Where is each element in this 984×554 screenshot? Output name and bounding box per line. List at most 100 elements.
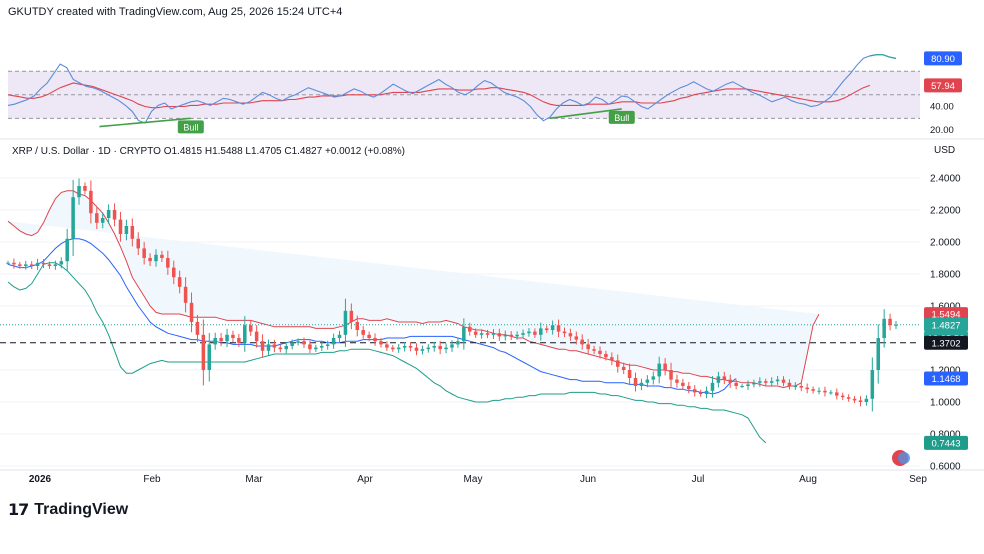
bull-divergence-line [549,108,622,120]
candle [763,381,768,383]
candle [361,330,365,335]
candle [550,325,555,330]
candle [888,318,892,326]
tradingview-logo[interactable]: 17 TradingView [8,500,128,519]
candle [698,392,703,394]
candle [438,346,442,350]
bull-label [177,120,204,134]
candle [106,210,111,218]
candle [12,262,16,265]
rsi-tick-label: 20.00 [930,125,954,136]
rsi-ma-line [7,82,871,109]
candle [213,338,217,345]
candle [177,277,182,287]
candle [391,347,395,350]
price-tick-label: 1.6000 [930,302,961,313]
candle [716,376,721,383]
candle [355,322,360,330]
candle [615,360,620,367]
candle [894,324,898,326]
chart-header: GKUTDY created with TradingView.com, Aug… [8,6,343,18]
candle [219,338,223,342]
candle [479,333,484,335]
candle [805,387,809,390]
candle [503,334,508,337]
price-tick-label: 2.2000 [930,206,961,217]
price-tick-label: 1.0000 [930,398,961,409]
candle [456,341,460,345]
candle [290,342,294,346]
candle [18,264,22,266]
tradingview-logo-icon: 17 [8,500,29,519]
candle [568,333,573,337]
price-tag-text: 1.1468 [931,374,960,385]
candle [574,336,579,340]
currency-label[interactable]: USD [934,145,956,156]
candle [296,341,300,343]
candle [473,331,478,335]
candle [426,347,431,350]
candle [183,286,188,303]
candle [728,379,733,383]
candle [408,346,413,348]
candle [746,384,750,386]
candle [160,254,164,258]
candle [633,378,638,386]
candle [793,386,798,387]
price-tag-text: 0.7443 [931,438,960,449]
price-tag [924,307,968,322]
candle [237,338,241,343]
candle [308,344,312,350]
candle [314,347,318,350]
axes: 2.4000 2.2000 2.0000 1.8000 1.6000 1.2000 1.00… [0,174,984,485]
rsi-value-tag [924,78,962,93]
candle [752,382,756,385]
candle [627,370,632,378]
candle [657,363,661,377]
candle [41,262,46,265]
candle [112,210,117,220]
candle [864,398,869,402]
candle [83,186,87,191]
candle [379,341,383,345]
bull-divergence-line [99,117,191,128]
candle [835,392,839,396]
candle [89,190,93,214]
candle [710,382,715,391]
candle [154,254,158,262]
candle [645,379,650,383]
candle [533,331,537,335]
price-tag [924,317,968,332]
price-tick-label: 0.6000 [930,462,961,473]
price-tick-label: 2.0000 [930,238,961,249]
price-tag [924,371,968,386]
candle [248,325,253,332]
x-tick-label: Sep [909,474,927,485]
price-pane [0,177,920,467]
candle [610,357,614,361]
candle [319,346,324,348]
bull-label-text: Bull [614,113,629,123]
rsi-pane: Bull Bull 20.00 40.00 80.90 57.94 [0,51,984,140]
candle [124,226,129,234]
price-tag [924,435,968,450]
candle [337,334,342,338]
candle [414,347,419,351]
candle [260,341,265,351]
rsi-overbought-segment [869,54,897,59]
candle [432,346,437,348]
candle [758,381,762,383]
candle [692,389,697,393]
eu-flag-icon [898,452,910,464]
bb-upper-line [7,190,820,389]
candle [118,219,123,234]
candle [592,349,596,351]
candle [29,264,34,266]
candle [343,310,348,335]
candle [740,386,744,387]
candle [787,382,792,386]
x-tick-label: Apr [357,474,373,485]
candle [811,389,815,391]
candle [171,267,176,278]
